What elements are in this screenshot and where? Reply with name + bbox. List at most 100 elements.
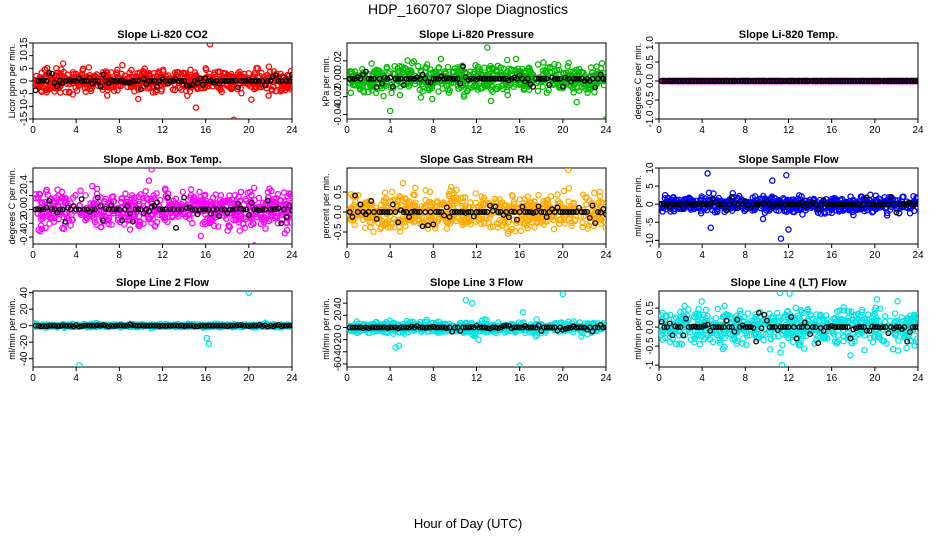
data-point	[419, 71, 426, 78]
data-point	[736, 78, 743, 84]
data-point	[481, 219, 488, 226]
data-point	[392, 75, 399, 82]
data-point	[265, 92, 272, 99]
data-point	[481, 209, 488, 215]
data-point	[268, 187, 275, 195]
data-point	[539, 217, 547, 225]
x-tick-label: 0	[344, 250, 350, 261]
data-point	[221, 78, 228, 84]
data-point	[543, 214, 550, 221]
data-point	[94, 78, 101, 84]
data-point	[223, 215, 230, 223]
data-point	[135, 78, 142, 84]
data-point	[58, 198, 65, 205]
data-point	[817, 201, 824, 208]
data-point	[187, 66, 194, 74]
data-point	[46, 197, 53, 204]
data-point	[538, 209, 545, 215]
data-point	[715, 201, 722, 208]
data-point	[780, 204, 787, 211]
data-point	[715, 78, 722, 84]
data-point	[883, 204, 891, 211]
data-point	[570, 209, 577, 215]
data-point	[275, 78, 282, 84]
data-point	[464, 87, 471, 94]
data-point	[38, 77, 45, 84]
data-point	[240, 78, 247, 84]
data-point	[866, 78, 873, 84]
data-points	[659, 170, 918, 242]
data-point	[790, 201, 797, 208]
data-point	[46, 220, 53, 227]
data-point	[207, 198, 215, 206]
data-point	[728, 78, 735, 84]
data-point	[136, 221, 144, 229]
data-point	[129, 78, 136, 84]
data-point	[467, 221, 474, 228]
data-point	[43, 78, 50, 84]
data-point	[828, 78, 835, 84]
data-point	[247, 221, 255, 229]
data-point	[61, 73, 68, 81]
data-point	[582, 193, 590, 201]
data-point	[170, 206, 177, 213]
data-point	[148, 168, 155, 173]
data-point	[184, 92, 191, 100]
data-point	[688, 78, 695, 84]
data-point	[231, 213, 239, 220]
data-point	[388, 80, 396, 88]
data-point	[404, 57, 411, 64]
data-point	[78, 196, 85, 203]
data-point	[526, 67, 534, 74]
y-axis-label: degrees C per min.	[633, 43, 643, 120]
data-point	[108, 77, 115, 84]
data-point	[486, 213, 494, 221]
data-point	[128, 192, 136, 199]
data-point	[497, 75, 504, 82]
data-point	[551, 209, 558, 215]
data-point	[669, 201, 676, 208]
data-point	[785, 226, 792, 233]
data-point	[726, 201, 733, 208]
data-point	[445, 89, 453, 96]
data-point	[86, 74, 93, 81]
y-tick-label: -5	[19, 89, 30, 98]
data-point	[554, 75, 561, 82]
data-point	[465, 209, 472, 215]
x-tick-label: 12	[783, 125, 795, 136]
data-point	[530, 83, 537, 90]
data-point	[533, 219, 541, 226]
data-point	[444, 63, 452, 71]
data-point	[447, 197, 455, 205]
data-point	[459, 199, 466, 207]
data-point	[481, 64, 488, 71]
data-point	[41, 66, 48, 73]
data-point	[102, 205, 109, 212]
data-point	[251, 206, 258, 213]
data-point	[809, 78, 816, 84]
data-point	[509, 192, 516, 200]
data-point	[554, 197, 562, 205]
data-point	[874, 78, 881, 84]
data-point	[790, 78, 797, 84]
data-point	[720, 78, 727, 84]
data-point	[387, 209, 394, 215]
data-point	[48, 70, 55, 77]
data-point	[777, 78, 784, 84]
data-point	[863, 78, 870, 84]
data-point	[132, 206, 139, 213]
data-point	[493, 66, 500, 74]
data-point	[441, 212, 448, 219]
data-point	[81, 78, 88, 84]
data-point	[510, 216, 518, 224]
x-tick-label: 20	[557, 250, 569, 261]
data-point	[514, 216, 520, 223]
data-point	[585, 85, 592, 93]
data-point	[140, 220, 147, 227]
data-point	[597, 71, 604, 78]
data-point	[135, 206, 142, 213]
data-point	[495, 209, 502, 215]
data-point	[896, 78, 903, 84]
data-point	[460, 93, 468, 100]
data-point	[478, 209, 485, 215]
